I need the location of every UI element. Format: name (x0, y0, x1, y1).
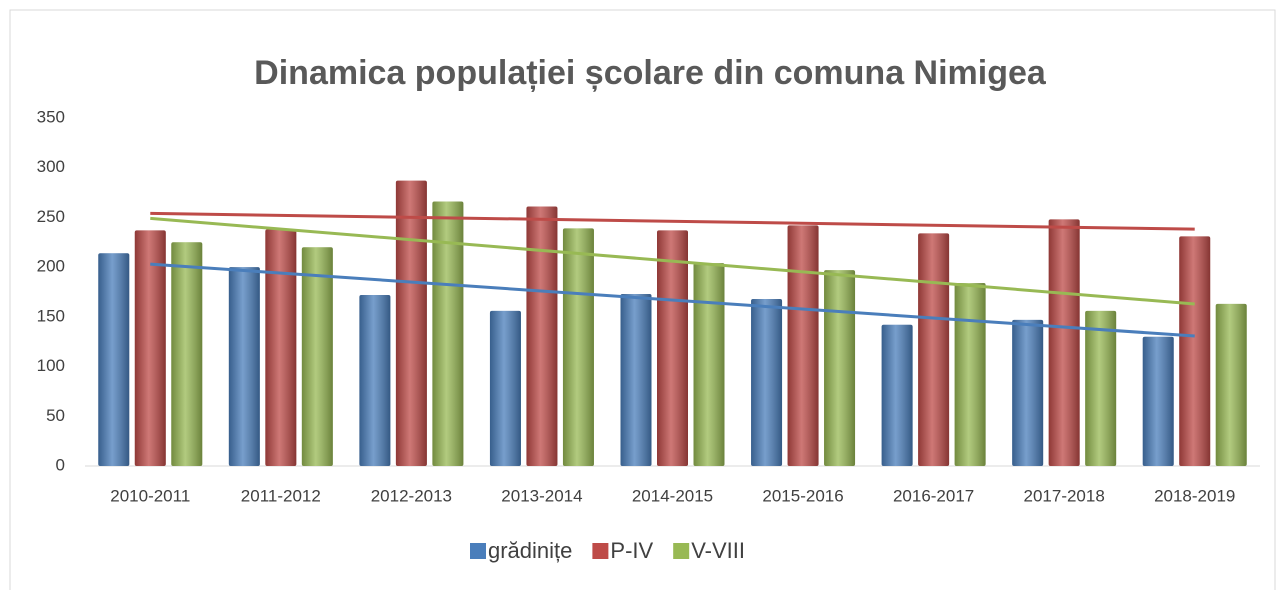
bar (395, 180, 427, 466)
x-tick-label: 2018-2019 (1154, 486, 1235, 505)
y-tick-label: 300 (37, 157, 65, 176)
x-tick-label: 2012-2013 (371, 486, 452, 505)
bar (918, 233, 950, 466)
legend-label: P-IV (610, 538, 653, 563)
legend-swatch (592, 543, 609, 559)
y-tick-label: 350 (37, 107, 65, 126)
bar (1085, 310, 1117, 466)
x-tick-label: 2010-2011 (110, 486, 190, 505)
bar (1142, 336, 1174, 466)
trend-line (150, 211, 1195, 231)
bar (1215, 303, 1247, 466)
bar (824, 270, 856, 466)
y-tick-label: 0 (56, 455, 65, 474)
y-tick-label: 100 (37, 356, 65, 375)
bar (1179, 236, 1211, 466)
bar (265, 229, 297, 466)
bar (787, 225, 819, 466)
x-tick-label: 2014-2015 (632, 486, 713, 505)
x-tick-label: 2016-2017 (893, 486, 974, 505)
legend-swatch (673, 543, 690, 559)
x-tick-label: 2017-2018 (1024, 486, 1105, 505)
y-tick-label: 150 (37, 306, 65, 325)
bar (301, 247, 333, 466)
y-tick-label: 250 (37, 207, 65, 226)
bar (1048, 219, 1080, 466)
trend-line (150, 262, 1195, 338)
legend-swatch (470, 543, 486, 559)
bar (359, 294, 391, 466)
bar (751, 298, 783, 466)
legend-label: grădinițe (488, 538, 572, 563)
trend-line (150, 216, 1195, 306)
x-tick-label: 2015-2016 (762, 486, 843, 505)
x-tick-label: 2011-2012 (241, 486, 321, 505)
bar (620, 293, 652, 466)
y-tick-label: 200 (37, 257, 65, 276)
legend-label: V-VIII (691, 538, 745, 563)
x-tick-label: 2013-2014 (501, 486, 582, 505)
bar (954, 283, 986, 466)
bar (228, 267, 260, 466)
bar (1012, 319, 1044, 466)
bar (526, 206, 558, 466)
chart-title: Dinamica populației școlare din comuna N… (254, 54, 1047, 92)
bar (657, 230, 688, 466)
bar (98, 253, 130, 466)
bar (562, 228, 594, 466)
bar (693, 263, 725, 466)
bar (881, 324, 913, 466)
bar (489, 310, 521, 466)
y-tick-label: 50 (46, 406, 65, 425)
bar (171, 242, 203, 466)
